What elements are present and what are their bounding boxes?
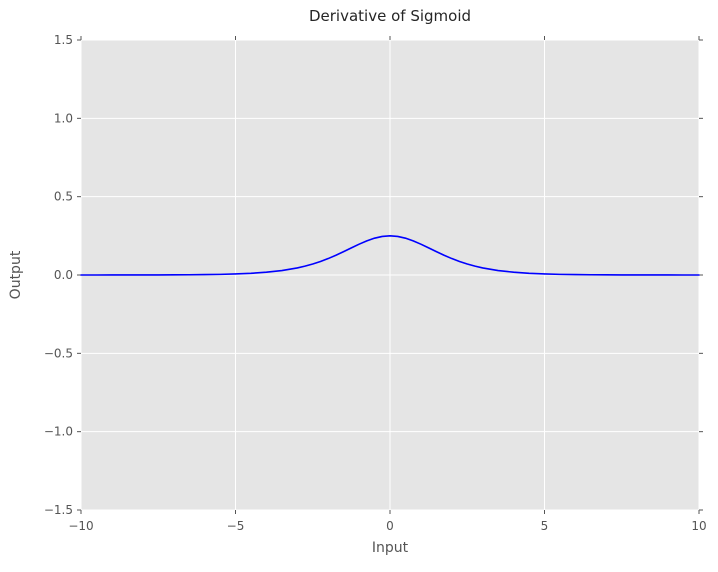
y-tick-label: 0.5 bbox=[54, 190, 73, 204]
y-tick-label: 1.0 bbox=[54, 111, 73, 125]
y-tick-label: −0.5 bbox=[44, 346, 73, 360]
x-tick-label: 5 bbox=[541, 519, 549, 533]
y-tick-label: −1.5 bbox=[44, 503, 73, 517]
y-tick-label: 1.5 bbox=[54, 33, 73, 47]
y-tick-label: −1.0 bbox=[44, 425, 73, 439]
x-tick-label: −10 bbox=[68, 519, 93, 533]
chart-title: Derivative of Sigmoid bbox=[308, 7, 472, 25]
y-axis-label: Output bbox=[8, 250, 24, 300]
x-tick-label: 10 bbox=[691, 519, 706, 533]
x-axis-label: Input bbox=[371, 540, 409, 556]
y-tick-label: 0.0 bbox=[54, 268, 73, 282]
series-line-sigmoid-derivative bbox=[80, 235, 700, 276]
x-tick-label: −5 bbox=[227, 519, 245, 533]
x-tick-label: 0 bbox=[386, 519, 394, 533]
